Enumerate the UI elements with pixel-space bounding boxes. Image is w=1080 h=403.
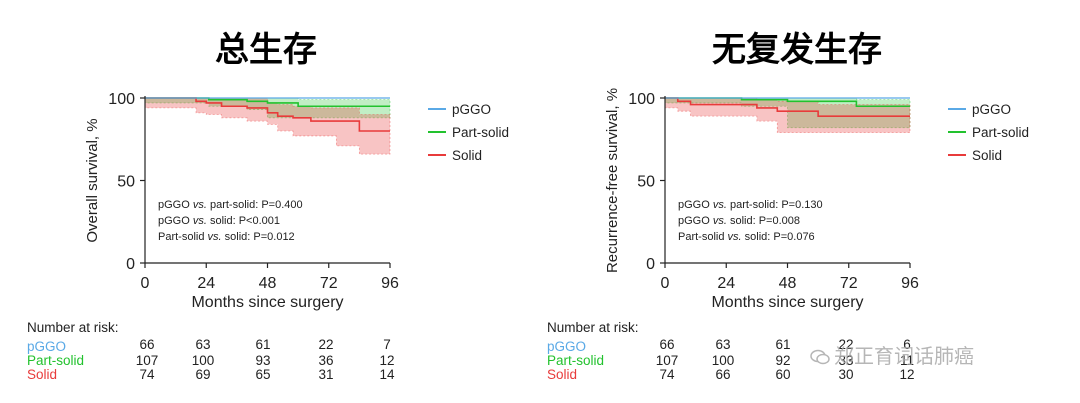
stat-line-3: Part-solid vs. solid: P=0.076 (678, 231, 815, 243)
y-axis-label: Overall survival, % (84, 118, 101, 242)
risk-row-label: Solid (27, 367, 58, 382)
risk-cell: 11 (899, 353, 914, 368)
y-tick-label: 100 (628, 91, 655, 108)
stat-line-2: pGGO vs. solid: P=0.008 (678, 215, 800, 227)
risk-cell: 92 (775, 353, 791, 368)
x-axis-label: Months since surgery (191, 294, 343, 311)
risk-cell: 93 (255, 353, 271, 368)
wechat-icon (810, 349, 830, 365)
watermark-text: 郑正育词话肺癌 (834, 344, 974, 368)
risk-cell: 100 (191, 353, 215, 368)
x-tick-label: 48 (779, 275, 797, 292)
risk-cell: 66 (659, 337, 675, 352)
x-tick-label: 0 (661, 275, 670, 292)
y-tick-label: 100 (108, 91, 135, 108)
legend-label-part-solid: Part-solid (452, 125, 509, 140)
risk-row-label: Solid (547, 367, 578, 382)
risk-cell: 22 (318, 337, 334, 352)
risk-cell: 74 (139, 367, 155, 382)
stat-line-2: pGGO vs. solid: P<0.001 (158, 215, 280, 227)
stat-line-3: Part-solid vs. solid: P=0.012 (158, 231, 295, 243)
risk-cell: 61 (775, 337, 791, 352)
x-tick-label: 48 (259, 275, 277, 292)
risk-row-label: pGGO (27, 339, 67, 354)
x-tick-label: 72 (840, 275, 858, 292)
risk-cell: 63 (195, 337, 211, 352)
y-tick-label: 50 (637, 174, 655, 191)
chart-title: 总生存 (215, 30, 317, 70)
ci-band-solid (664, 97, 911, 134)
x-tick-label: 24 (197, 275, 215, 292)
x-tick-label: 96 (901, 275, 919, 292)
risk-cell: 107 (655, 353, 679, 368)
risk-cell: 30 (838, 367, 854, 382)
risk-cell: 31 (318, 367, 334, 382)
risk-cell: 60 (775, 367, 791, 382)
chart-title: 无复发生存 (712, 30, 882, 70)
risk-row-label: Part-solid (547, 353, 605, 368)
survival-line-solid (665, 97, 910, 117)
y-tick-label: 0 (126, 256, 135, 273)
risk-cell: 36 (318, 353, 334, 368)
x-tick-label: 0 (141, 275, 150, 292)
km-panel-recurrence-free-survival: 无复发生存 0 24 48 72 96 0 50 100 Months since surger… (520, 0, 1060, 403)
risk-table-header: Number at risk: (547, 320, 639, 335)
risk-row-label: Part-solid (27, 353, 85, 368)
risk-cell: 14 (379, 367, 395, 382)
x-tick-label: 24 (717, 275, 735, 292)
ci-band-solid (144, 97, 391, 155)
survival-line-solid (145, 97, 390, 132)
risk-table-header: Number at risk: (27, 320, 119, 335)
risk-cell: 74 (659, 367, 675, 382)
risk-row-label: pGGO (547, 339, 587, 354)
x-axis-label: Months since surgery (711, 294, 863, 311)
stat-line-1: pGGO vs. part-solid: P=0.400 (158, 199, 303, 211)
risk-cell: 7 (383, 337, 391, 352)
y-axis-label: Recurrence-free survival, % (604, 88, 621, 273)
risk-cell: 65 (255, 367, 271, 382)
risk-cell: 12 (899, 367, 915, 382)
watermark: 郑正育词话肺癌 (810, 340, 974, 369)
x-tick-label: 96 (381, 275, 399, 292)
risk-cell: 69 (195, 367, 211, 382)
risk-cell: 66 (715, 367, 731, 382)
legend-label-part-solid: Part-solid (972, 125, 1029, 140)
risk-cell: 61 (255, 337, 271, 352)
risk-cell: 107 (135, 353, 159, 368)
x-tick-label: 72 (320, 275, 338, 292)
risk-cell: 100 (711, 353, 735, 368)
km-panel-overall-survival: 总生存 0 24 48 72 96 0 50 100 Months since surgery O… (27, 30, 509, 382)
legend-label-solid: Solid (452, 148, 482, 163)
y-tick-label: 50 (117, 174, 135, 191)
risk-cell: 63 (715, 337, 731, 352)
risk-cell: 22 (838, 337, 854, 352)
legend-label-pggo: pGGO (452, 102, 491, 117)
risk-cell: 33 (838, 353, 854, 368)
risk-cell: 66 (139, 337, 155, 352)
km-plot-overall-survival: 0 24 48 72 96 0 50 100 Months since surgery Overa… (84, 91, 509, 311)
risk-cell: 12 (379, 353, 395, 368)
km-plot-recurrence-free-survival: 0 24 48 72 96 0 50 100 Months since surgery Recur… (604, 88, 1029, 311)
legend-label-solid: Solid (972, 148, 1002, 163)
legend-label-pggo: pGGO (972, 102, 1011, 117)
y-tick-label: 0 (646, 256, 655, 273)
stat-line-1: pGGO vs. part-solid: P=0.130 (678, 199, 823, 211)
survival-line-part-solid (145, 97, 390, 108)
risk-cell: 6 (903, 337, 911, 352)
